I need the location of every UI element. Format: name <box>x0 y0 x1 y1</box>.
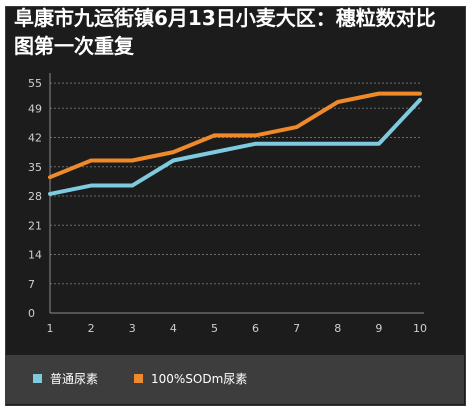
y-tick-label: 14 <box>28 249 42 262</box>
y-tick-label: 28 <box>28 190 42 203</box>
x-tick-label: 7 <box>293 322 300 335</box>
y-tick-label: 55 <box>28 77 42 90</box>
chart-legend: 普通尿素 100%SODm尿素 <box>5 355 464 404</box>
x-tick-label: 10 <box>413 322 427 335</box>
chart-title: 阜康市九运街镇6月13日小麦大区：穗粒数对比图第一次重复 <box>14 6 436 58</box>
x-tick-label: 4 <box>170 322 177 335</box>
chart-frame <box>5 6 466 406</box>
x-tick-label: 5 <box>211 322 218 335</box>
x-tick-label: 2 <box>88 322 95 335</box>
y-tick-label: 7 <box>28 278 35 291</box>
x-tick-label: 8 <box>334 322 341 335</box>
legend-item-series-2: 100%SODm尿素 <box>134 370 247 387</box>
y-tick-label: 35 <box>28 161 42 174</box>
legend-label-series-1: 普通尿素 <box>50 372 99 386</box>
legend-label-series-2: 100%SODm尿素 <box>151 372 248 386</box>
series-line-1 <box>48 97 422 196</box>
legend-swatch-series-1 <box>33 374 42 383</box>
series-line-2 <box>48 91 422 180</box>
legend-item-series-1: 普通尿素 <box>33 370 98 387</box>
y-tick-label: 49 <box>28 102 42 115</box>
x-tick-label: 3 <box>129 322 136 335</box>
x-tick-label: 6 <box>252 322 259 335</box>
y-tick-label: 0 <box>28 307 35 320</box>
y-tick-label: 21 <box>28 219 42 232</box>
y-tick-label: 42 <box>28 132 42 145</box>
legend-swatch-series-2 <box>134 374 143 383</box>
x-tick-label: 1 <box>47 322 54 335</box>
x-tick-label: 9 <box>375 322 382 335</box>
